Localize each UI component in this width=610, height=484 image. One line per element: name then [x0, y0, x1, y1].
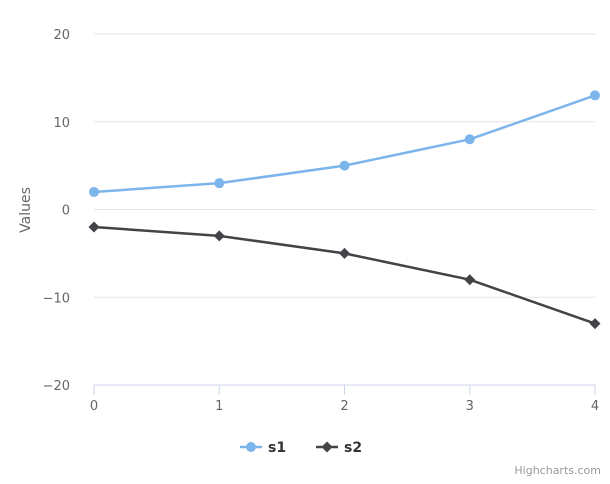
x-axis: 0 1 2 3 4 [90, 384, 599, 414]
legend-label: s1 [268, 440, 286, 456]
data-point-s1[interactable] [89, 186, 99, 197]
legend-item-s1[interactable]: s1 [240, 440, 286, 456]
legend-marker-s2[interactable] [321, 441, 333, 453]
y-tick-label: 0 [62, 204, 70, 219]
x-tick-label: 1 [215, 399, 223, 414]
y-tick-label: −20 [43, 379, 70, 394]
series-s2 [88, 221, 601, 330]
legend-marker-s1[interactable] [246, 442, 256, 452]
series-s1 [89, 90, 600, 197]
y-axis-title: Values [18, 187, 34, 233]
y-tick-label: 10 [53, 116, 70, 131]
series-line-s2[interactable] [92, 225, 597, 325]
legend: s1 s2 [240, 440, 362, 456]
data-point-s2[interactable] [339, 247, 350, 259]
data-point-s1[interactable] [590, 90, 600, 101]
data-point-s1[interactable] [214, 178, 225, 189]
legend-label: s2 [344, 440, 362, 456]
x-tick-label: 3 [466, 399, 474, 414]
series-line-s1[interactable] [92, 94, 597, 194]
data-point-s2[interactable] [88, 221, 100, 233]
legend-item-s2[interactable]: s2 [316, 440, 362, 456]
grid-lines [94, 33, 595, 298]
data-point-s1[interactable] [339, 160, 350, 171]
x-tick-label: 0 [90, 399, 98, 414]
credits-link[interactable]: Highcharts.com [514, 464, 601, 477]
data-point-s1[interactable] [464, 134, 475, 145]
series-group [88, 90, 601, 330]
data-point-s2[interactable] [213, 230, 225, 242]
x-tick-label: 2 [340, 399, 348, 414]
y-axis: 20 10 0 −10 −20 [43, 28, 70, 394]
y-tick-label: −10 [43, 291, 70, 306]
y-tick-label: 20 [53, 28, 70, 43]
data-point-s2[interactable] [464, 274, 476, 286]
data-point-s2[interactable] [589, 318, 601, 330]
x-tick-label: 4 [591, 399, 599, 414]
